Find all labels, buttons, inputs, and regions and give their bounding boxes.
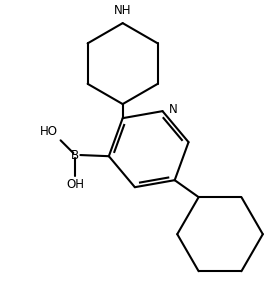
Text: NH: NH <box>114 4 131 17</box>
Text: N: N <box>169 103 178 116</box>
Text: B: B <box>71 149 80 162</box>
Text: OH: OH <box>66 178 84 191</box>
Text: HO: HO <box>40 126 58 139</box>
